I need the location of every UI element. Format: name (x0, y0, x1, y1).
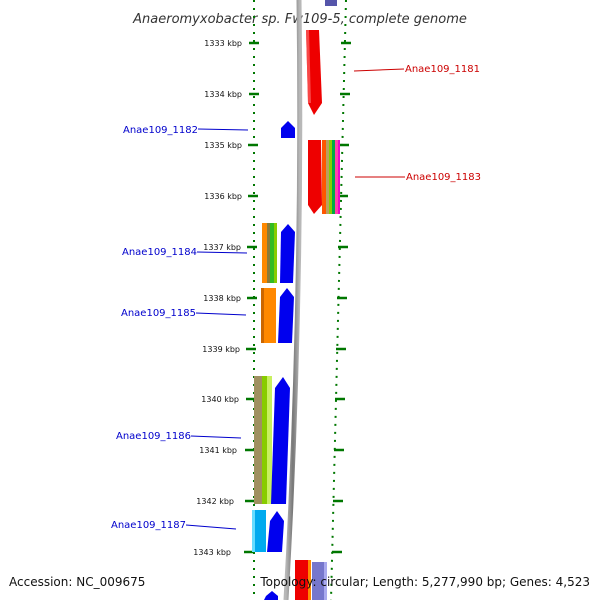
label-anae109-1182[interactable]: Anae109_1182 (123, 125, 249, 136)
gene-anae109-1185[interactable] (261, 288, 294, 343)
ruler-label: 1335 kbp (204, 141, 242, 150)
gene-label[interactable]: Anae109_1183 (406, 172, 481, 183)
accession-text: Accession: NC_009675 (9, 575, 145, 589)
gene-anae109-1187[interactable] (252, 510, 284, 552)
label-anae109-1187[interactable]: Anae109_1187 (111, 520, 237, 531)
gene-label[interactable]: Anae109_1185 (121, 308, 196, 319)
ruler-label: 1333 kbp (204, 39, 242, 48)
genome-backbone (283, 0, 303, 600)
ruler-label: 1341 kbp (199, 446, 237, 455)
label-anae109-1181[interactable]: Anae109_1181 (353, 64, 480, 75)
label-anae109-1183[interactable]: Anae109_1183 (355, 172, 481, 183)
reverse-gene-top-partial[interactable] (325, 0, 337, 6)
gene-label[interactable]: Anae109_1187 (111, 520, 186, 531)
gene-label[interactable]: Anae109_1186 (116, 431, 191, 442)
ruler-label: 1338 kbp (203, 294, 241, 303)
gene-anae109-1181[interactable] (306, 30, 322, 115)
gene-label[interactable]: Anae109_1184 (122, 247, 197, 258)
label-anae109-1185[interactable]: Anae109_1185 (121, 308, 247, 319)
ruler-label: 1342 kbp (196, 497, 234, 506)
ruler-label: 1343 kbp (193, 548, 231, 557)
ruler-label: 1340 kbp (201, 395, 239, 404)
label-anae109-1186[interactable]: Anae109_1186 (116, 431, 242, 442)
ruler-label: 1334 kbp (204, 90, 242, 99)
gene-label[interactable]: Anae109_1182 (123, 125, 198, 136)
label-anae109-1184[interactable]: Anae109_1184 (122, 247, 248, 258)
gene-anae109-1182[interactable] (281, 121, 295, 138)
ruler-label: 1339 kbp (202, 345, 240, 354)
genome-summary-text: Topology: circular; Length: 5,277,990 bp… (259, 575, 590, 589)
forward-gene-bottom-partial[interactable] (264, 591, 278, 600)
ruler-label: 1336 kbp (204, 192, 242, 201)
ruler-track-right (330, 0, 347, 600)
gene-anae109-1184[interactable] (262, 223, 295, 283)
gene-anae109-1186[interactable] (254, 376, 290, 504)
ruler-label: 1337 kbp (203, 243, 241, 252)
reverse-gene-bottom-partial[interactable] (295, 560, 327, 600)
gene-anae109-1183[interactable] (308, 140, 340, 214)
gene-label[interactable]: Anae109_1181 (405, 64, 480, 75)
ruler-labels: 1333 kbp 1334 kbp 1335 kbp 1336 kbp 1337… (193, 39, 242, 557)
